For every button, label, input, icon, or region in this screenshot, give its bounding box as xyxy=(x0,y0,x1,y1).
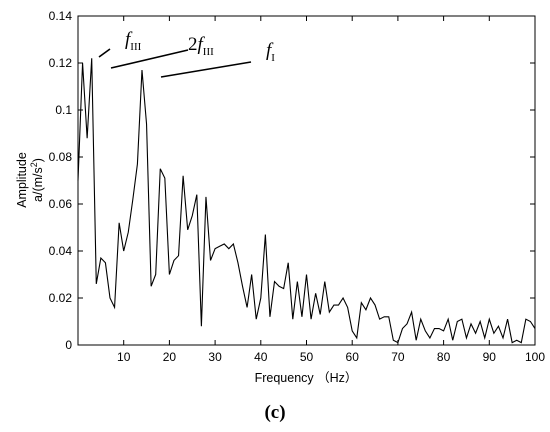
x-tick-label: 60 xyxy=(346,350,360,364)
annotation-2f3-prefix: 2 xyxy=(188,34,198,55)
annotation-line-f3 xyxy=(98,48,111,58)
plot-frame xyxy=(77,15,536,346)
annotation-f3-letter: f xyxy=(125,29,133,50)
x-tick-label: 50 xyxy=(300,350,314,364)
y-axis-title-line1: Amplitude xyxy=(15,152,29,208)
x-tick-label: 70 xyxy=(391,350,405,364)
y-axis-unit-close: ) xyxy=(31,158,45,162)
annotation-2f3-letter: f xyxy=(198,34,206,55)
y-axis-title-line2: a/(m/s2) xyxy=(29,158,45,202)
annotation-label-2f3: 2fIII xyxy=(188,34,214,58)
y-axis-title: Amplitude a/(m/s2) xyxy=(15,152,45,208)
y-tick-label: 0.08 xyxy=(49,150,73,164)
y-axis-unit: a/(m/s xyxy=(31,167,45,202)
annotation-2f3-subscript: III xyxy=(203,46,214,58)
figure-caption: (c) xyxy=(264,402,285,423)
x-tick-label: 80 xyxy=(437,350,451,364)
y-tick-label: 0.04 xyxy=(49,244,73,258)
y-tick-label: 0.02 xyxy=(49,291,73,305)
y-axis-unit-sup: 2 xyxy=(29,162,39,167)
y-tick-label: 0 xyxy=(65,338,72,352)
y-tick-label: 0.06 xyxy=(49,197,73,211)
x-tick-label: 30 xyxy=(208,350,222,364)
y-tick-label: 0.1 xyxy=(55,103,72,117)
y-tick-label: 0.12 xyxy=(49,56,73,70)
x-tick-label: 10 xyxy=(117,350,131,364)
y-tick-label: 0.14 xyxy=(49,9,73,23)
x-tick-label: 40 xyxy=(254,350,268,364)
x-axis-title: Frequency （Hz） xyxy=(255,371,358,385)
y-ticks: 0 0.02 0.04 0.06 0.08 0.1 0.12 0.14 xyxy=(49,9,535,352)
annotation-line-2f3 xyxy=(110,49,189,69)
annotation-label-f1: fI xyxy=(266,40,275,64)
x-tick-label: 100 xyxy=(525,350,545,364)
x-ticks: 10 20 30 40 50 60 70 80 90 100 xyxy=(117,16,545,364)
annotation-f1-letter: f xyxy=(266,40,274,61)
x-tick-label: 90 xyxy=(483,350,497,364)
annotation-line-f1 xyxy=(160,61,252,78)
amplitude-series-line xyxy=(77,58,536,344)
x-tick-label: 20 xyxy=(163,350,177,364)
annotation-f3-subscript: III xyxy=(130,41,141,53)
annotation-label-f3: fIII xyxy=(125,29,142,53)
annotation-f1-subscript: I xyxy=(271,52,275,64)
